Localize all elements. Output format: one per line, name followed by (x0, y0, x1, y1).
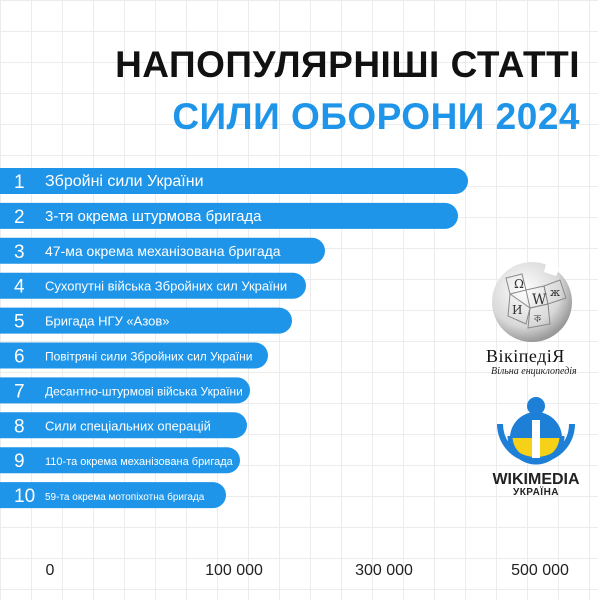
bar-rank: 7 (14, 381, 25, 402)
bar-rank: 4 (14, 277, 25, 298)
bar-row: 2 3-тя окрема штурмова бригада (0, 202, 458, 229)
bar-label: 47-ма окрема механізована бригада (45, 243, 281, 259)
bar-row: 10 59-та окрема мотопіхотна бригада (0, 482, 226, 509)
x-tick-label: 100 000 (205, 562, 263, 579)
bar (0, 272, 306, 299)
wikimedia-wordmark: WIKIMEDIA (492, 471, 580, 488)
bar-label: Бригада НГУ «Азов» (45, 314, 170, 329)
bar-row: 5 Бригада НГУ «Азов» (0, 307, 292, 334)
bar (0, 447, 240, 474)
bar-row: 4 Сухопутні війська Збройних сил України (0, 272, 306, 299)
bar-row: 9 110-та окрема механізована бригада (0, 447, 240, 474)
x-tick-label: 0 (46, 562, 55, 579)
bar-rank: 10 (14, 486, 35, 507)
bar-rank: 6 (14, 347, 25, 368)
bar-rank: 2 (14, 207, 25, 228)
bar-label: Сухопутні війська Збройних сил України (45, 279, 287, 294)
chart-title: НАПОПУЛЯРНІШІ СТАТТІ (115, 44, 580, 85)
bar (0, 482, 226, 509)
bar-row: 1 Збройні сили України (0, 168, 468, 194)
bar (0, 237, 325, 264)
wikipedia-wordmark: ВікіпедіЯ (486, 346, 565, 366)
svg-text:W: W (532, 292, 547, 308)
bar-label: 3-тя окрема штурмова бригада (45, 208, 262, 225)
bar-label: Сили спеціальних операцій (45, 418, 211, 433)
chart-subtitle: СИЛИ ОБОРОНИ 2024 (172, 96, 580, 137)
bar (0, 342, 268, 369)
bar (0, 168, 468, 194)
bar-row: 3 47-ма окрема механізована бригада (0, 237, 325, 264)
svg-text:ক: ক (533, 314, 542, 325)
bar-rank: 8 (14, 416, 25, 437)
bar (0, 202, 458, 229)
bar (0, 412, 247, 439)
svg-text:ж: ж (550, 286, 560, 299)
bar-rank: 9 (14, 451, 25, 472)
wikimedia-sub: УКРАЇНА (512, 487, 560, 498)
bar-label: Десантно-штурмові війська України (45, 384, 243, 398)
bar (0, 377, 250, 404)
bar-rank: 1 (14, 172, 25, 193)
bar-rank: 3 (14, 242, 25, 263)
bar-label: Збройні сили України (45, 173, 204, 190)
bar-row: 7 Десантно-штурмові війська України (0, 377, 250, 404)
wikimedia-ukraine-logo-icon (497, 397, 575, 465)
x-tick-label: 500 000 (511, 562, 569, 579)
bar-label: 59-та окрема мотопіхотна бригада (45, 491, 205, 503)
wikipedia-tagline: Вільна енциклопедія (491, 366, 577, 377)
svg-text:И: И (512, 303, 522, 317)
x-tick-label: 300 000 (355, 562, 413, 579)
bar-label: 110-та окрема механізована бригада (45, 456, 234, 468)
bar-label: Повітряні сили Збройних сил України (45, 350, 252, 364)
bar-row: 6 Повітряні сили Збройних сил України (0, 342, 268, 369)
wikipedia-globe-icon: Ω W И ж ক (492, 262, 572, 342)
bar (0, 307, 292, 334)
bar-row: 8 Сили спеціальних операцій (0, 412, 247, 439)
bar-rank: 5 (14, 312, 25, 333)
svg-text:Ω: Ω (514, 277, 524, 291)
